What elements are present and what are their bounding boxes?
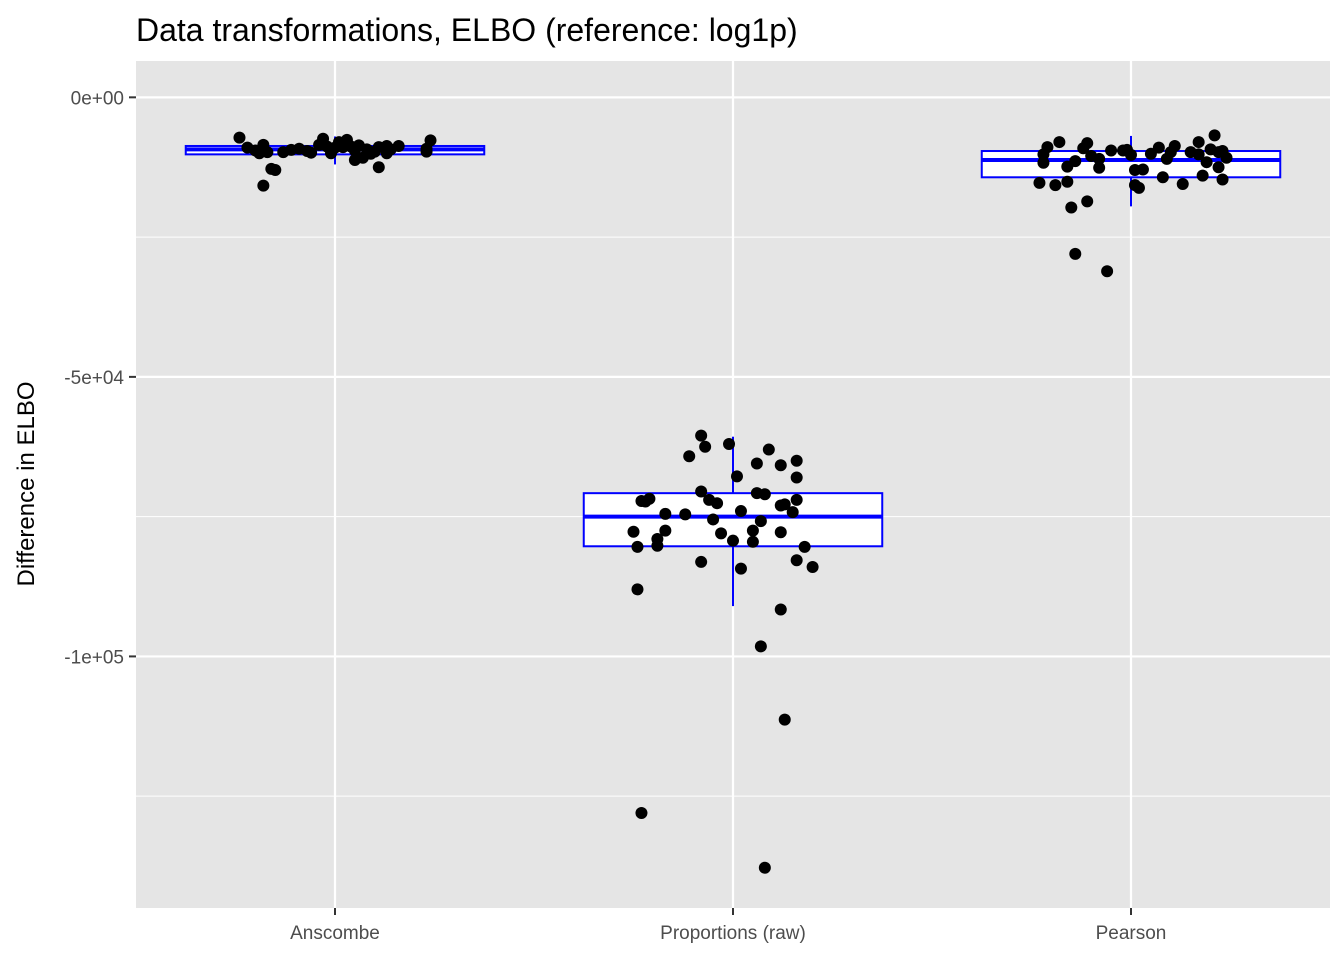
data-point (806, 560, 819, 573)
data-point (1065, 201, 1078, 214)
data-point (1053, 136, 1066, 149)
data-point (261, 146, 274, 159)
data-point (1152, 141, 1165, 154)
data-point (1132, 181, 1145, 194)
data-point (1216, 173, 1229, 186)
data-point (635, 806, 648, 819)
data-point (257, 179, 270, 192)
x-tick-label: Anscombe (290, 923, 380, 944)
data-point (707, 513, 720, 526)
data-point (380, 147, 393, 160)
data-point (790, 454, 803, 467)
data-point (754, 640, 767, 653)
data-point (758, 488, 771, 501)
data-point (695, 485, 708, 498)
data-point (730, 470, 743, 483)
data-point (372, 161, 385, 174)
data-point (1168, 139, 1181, 152)
data-point (1081, 195, 1094, 208)
data-point (790, 493, 803, 506)
y-axis: 0e+00 -5e+04 -1e+05 (64, 88, 136, 668)
data-point (1192, 148, 1205, 161)
data-point (774, 603, 787, 616)
data-point (1105, 144, 1118, 157)
x-tick-label: Proportions (raw) (660, 923, 806, 944)
data-point (715, 527, 728, 540)
data-point (758, 861, 771, 874)
data-point (695, 555, 708, 568)
data-point (1196, 169, 1209, 182)
data-point (1081, 137, 1094, 150)
data-point (651, 539, 664, 552)
data-point (269, 164, 282, 177)
data-point (762, 443, 775, 456)
data-point (711, 497, 724, 510)
data-point (727, 534, 739, 547)
data-point (1069, 155, 1082, 168)
data-point (1156, 171, 1169, 184)
data-point (778, 713, 791, 726)
data-point (1041, 141, 1054, 154)
data-point (786, 506, 799, 519)
data-point (774, 526, 787, 539)
data-point (631, 540, 644, 553)
data-point (631, 583, 644, 596)
data-point (790, 554, 803, 567)
data-point (1125, 148, 1137, 161)
data-point (1212, 161, 1225, 174)
data-point (1136, 163, 1149, 176)
data-point (1101, 265, 1114, 278)
data-point (734, 562, 747, 575)
x-axis: Anscombe Proportions (raw) Pearson (290, 908, 1166, 944)
x-tick-label: Pearson (1096, 923, 1167, 944)
data-point (699, 440, 712, 453)
data-point (754, 515, 767, 528)
data-point (778, 498, 791, 511)
data-point (1049, 179, 1062, 192)
y-tick-label: 0e+00 (71, 88, 124, 109)
data-point (305, 146, 318, 159)
y-tick-label: -5e+04 (64, 368, 124, 389)
data-point (734, 505, 747, 518)
y-axis-title: Difference in ELBO (13, 382, 40, 587)
data-point (1176, 177, 1189, 190)
data-point (1093, 161, 1106, 174)
data-point (1208, 129, 1221, 142)
data-point (1220, 151, 1233, 164)
data-point (750, 457, 763, 470)
data-point (233, 131, 246, 144)
data-point (1061, 175, 1074, 188)
data-points (233, 129, 1233, 874)
data-point (420, 142, 433, 155)
data-point (798, 540, 811, 553)
data-point (627, 525, 640, 538)
data-point (774, 459, 787, 472)
data-point (679, 508, 692, 521)
data-point (1033, 176, 1046, 189)
data-point (1037, 156, 1050, 169)
y-tick-label: -1e+05 (64, 647, 124, 668)
data-point (746, 524, 759, 537)
chart-title: Data transformations, ELBO (reference: l… (136, 12, 798, 48)
data-point (683, 450, 696, 463)
data-point (695, 429, 708, 442)
data-point (635, 494, 648, 507)
data-point (723, 437, 736, 450)
data-point (1200, 156, 1213, 169)
data-point (659, 507, 672, 520)
data-point (1069, 247, 1082, 260)
data-point (659, 524, 672, 537)
data-point (1192, 136, 1205, 149)
data-point (1093, 152, 1106, 165)
data-point (392, 139, 405, 152)
data-point (746, 535, 759, 548)
data-point (790, 471, 803, 484)
